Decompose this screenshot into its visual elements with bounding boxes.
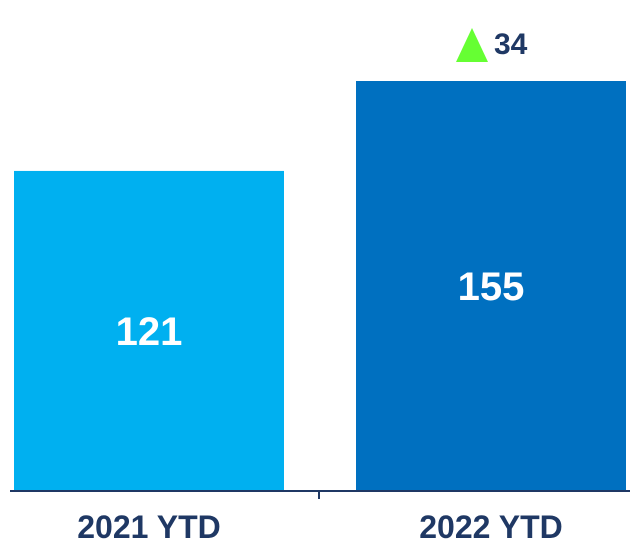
change-indicator: 34 [456, 28, 528, 62]
bar-2021-ytd [14, 170, 284, 491]
bars-layer [14, 81, 626, 491]
bar-value-label: 121 [116, 310, 183, 354]
bar-value-label: 155 [458, 265, 525, 309]
change-value-label: 34 [494, 28, 528, 61]
labels-layer: 121 2021 YTD 155 2022 YTD [77, 265, 563, 545]
category-label: 2022 YTD [419, 509, 563, 545]
bar-2022-ytd [356, 81, 626, 491]
triangle-up-icon [456, 28, 488, 62]
category-label: 2021 YTD [77, 509, 221, 545]
